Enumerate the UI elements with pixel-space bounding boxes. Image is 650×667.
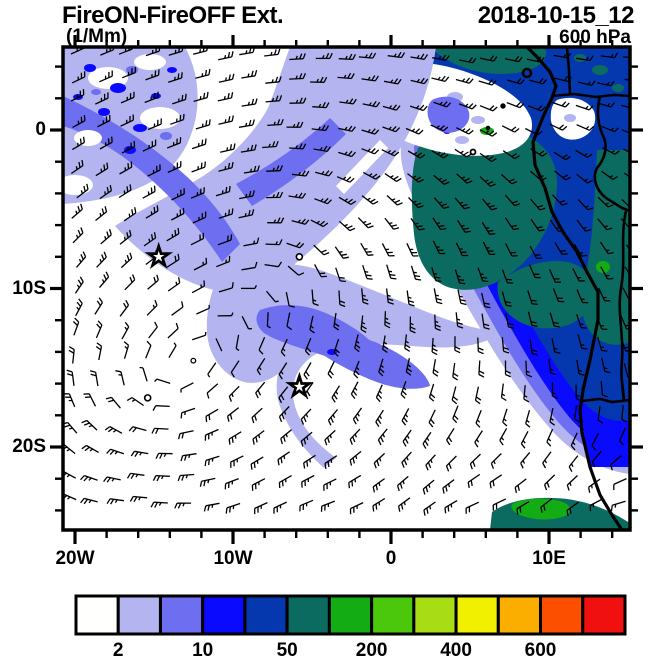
colorbar-tick-label: 600 [524,640,557,661]
x-tick-label: 10W [213,548,253,569]
colorbar-cell [581,594,627,636]
y-tick-label: 0 [35,119,46,140]
colorbar-cell [201,594,247,636]
star-marker [144,241,174,269]
y-tick-label: 10S [12,277,46,299]
country-border [593,95,630,213]
island-principe [500,103,506,109]
colorbar-cell [412,594,458,636]
island-bioko [521,67,533,79]
valid-datetime: 2018-10-15_12 [477,2,635,29]
blob-core-2 [312,333,430,389]
wind-barbs-layer [63,47,630,517]
country-border [580,397,630,404]
country-border [565,47,572,96]
colorbar [74,594,627,636]
teal-speck [574,54,586,62]
colorbar-tick-label: 50 [276,640,298,661]
x-tick-label: 20W [55,548,95,569]
colorbar-cell [74,594,120,636]
country-border [618,210,628,401]
green-speck [596,261,610,273]
colorbar-cell [243,594,289,636]
x-tick-label: 0 [385,548,397,569]
markers-layer [143,241,314,402]
colorbar-cell [539,594,585,636]
teal-land-band [581,150,630,345]
colorbar-tick-label: 400 [440,640,472,661]
contour-fill-layer [63,47,630,530]
island-sao-tome [485,125,491,131]
teal-mid-blob [497,260,594,329]
island-annobon [469,148,477,156]
star-marker [285,371,314,399]
colorbar-cell [158,594,205,636]
colorbar-cell [116,594,162,636]
colorbar-cell [327,594,374,636]
teal-top-strip [432,48,547,74]
calm-circle-marker [295,252,304,261]
plot-title: FireON-FireOFF Ext. [62,2,284,29]
axes-layer [50,35,643,544]
colorbar-cell [370,594,416,636]
colorbar-cell [285,594,331,636]
teal-offshore-core [411,126,558,290]
teal-speck [592,65,608,75]
colorbar-tick-label: 10 [192,640,214,661]
lavender-speck [564,114,576,122]
calm-circle-marker [143,394,152,402]
colorbar-cell [496,594,543,636]
periwinkle-streak [236,118,346,206]
x-tick-label: 10E [532,548,566,569]
periwinkle-band [63,96,240,262]
plot-units: (1/Mm) [66,26,128,47]
geography-lines [469,47,630,530]
pressure-level: 600 hPa [559,27,631,48]
colorbar-cell [454,594,500,636]
country-border [551,92,630,99]
coastline [525,47,624,530]
teal-speck [612,84,624,92]
colorbar-tick-label: 200 [355,640,388,661]
colorbar-tick-label: 2 [112,640,124,661]
y-tick-label: 20S [12,436,46,457]
